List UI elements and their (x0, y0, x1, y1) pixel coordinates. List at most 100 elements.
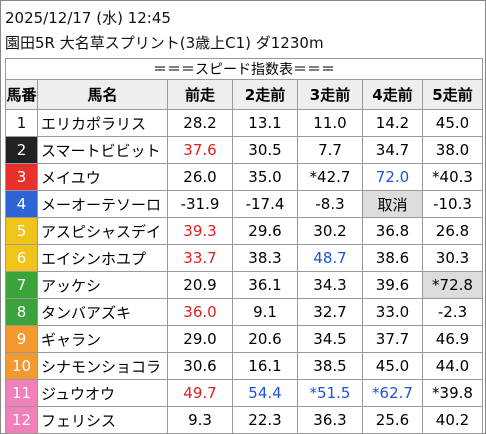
horse-number: 6 (5, 244, 38, 272)
header-row: 馬番 馬名 前走 2走前 3走前 4走前 5走前 (5, 79, 484, 110)
horse-number: 1 (5, 109, 38, 137)
horse-name: アスピシャスデイ (37, 217, 168, 245)
speed-index: 36.0 (167, 298, 233, 326)
speed-index: 37.7 (362, 325, 423, 353)
speed-index: -31.9 (167, 190, 233, 218)
speed-index: 9.1 (232, 298, 298, 326)
speed-index: *42.7 (297, 163, 363, 191)
speed-index: 16.1 (232, 352, 298, 380)
speed-index: 14.2 (362, 109, 423, 137)
horse-number: 12 (5, 406, 38, 434)
speed-index: -17.4 (232, 190, 298, 218)
speed-index: 25.6 (362, 406, 423, 434)
speed-index: 39.3 (167, 217, 233, 245)
horse-number: 7 (5, 271, 38, 299)
horse-number: 9 (5, 325, 38, 353)
horse-row: 6 エイシンホユプ 33.7 38.3 48.7 38.6 30.3 (5, 244, 484, 272)
speed-index: 33.0 (362, 298, 423, 326)
speed-index: 34.5 (297, 325, 363, 353)
column-header: 馬名 (37, 79, 168, 110)
speed-index: 54.4 (232, 379, 298, 407)
speed-index: 37.6 (167, 136, 233, 164)
horse-row: 10 シナモンショコラ 30.6 16.1 38.5 45.0 44.0 (5, 352, 484, 380)
speed-index: 48.7 (297, 244, 363, 272)
speed-index: 34.7 (362, 136, 423, 164)
speed-index: 30.3 (421, 244, 484, 272)
speed-index: 11.0 (297, 109, 363, 137)
race-info: 園田5R 大名草スプリント(3歳上C1) ダ1230m (5, 34, 324, 52)
horse-row: 5 アスピシャスデイ 39.3 29.6 30.2 36.8 26.8 (5, 217, 484, 245)
horse-row: 1 エリカポラリス 28.2 13.1 11.0 14.2 45.0 (5, 109, 484, 137)
speed-index: 20.6 (232, 325, 298, 353)
speed-index: -10.3 (421, 190, 484, 218)
speed-index: -8.3 (297, 190, 363, 218)
column-header: 前走 (167, 79, 233, 110)
datetime: 2025/12/17 (水) 12:45 (5, 9, 171, 27)
horse-row: 3 メイユウ 26.0 35.0 *42.7 72.0 *40.3 (5, 163, 484, 191)
speed-index: 33.7 (167, 244, 233, 272)
speed-index: 取消 (362, 190, 423, 218)
horse-name: メイユウ (37, 163, 168, 191)
horse-name: メーオーテソーロ (37, 190, 168, 218)
speed-index: 38.5 (297, 352, 363, 380)
speed-table: ＝＝＝スピード指数表＝＝＝ 馬番 馬名 前走 2走前 3走前 4走前 5走前 1 エリカポラリス… (4, 58, 484, 434)
speed-index: 7.7 (297, 136, 363, 164)
speed-index: 28.2 (167, 109, 233, 137)
speed-index: 20.9 (167, 271, 233, 299)
horse-name: アッケシ (37, 271, 168, 299)
horse-name: シナモンショコラ (37, 352, 168, 380)
horse-name: フェリシス (37, 406, 168, 434)
speed-index: 30.2 (297, 217, 363, 245)
speed-index: 72.0 (362, 163, 423, 191)
speed-index: *51.5 (297, 379, 363, 407)
horse-number: 3 (5, 163, 38, 191)
speed-index: 39.6 (362, 271, 423, 299)
title-row: ＝＝＝スピード指数表＝＝＝ (4, 58, 484, 80)
horse-row: 7 アッケシ 20.9 36.1 34.3 39.6 *72.8 (5, 271, 484, 299)
horse-row: 11 ジュウオウ 49.7 54.4 *51.5 *62.7 *39.8 (5, 379, 484, 407)
horse-row: 2 スマートビビット 37.6 30.5 7.7 34.7 38.0 (5, 136, 484, 164)
speed-index: -2.3 (421, 298, 484, 326)
speed-index: 9.3 (167, 406, 233, 434)
speed-index: 44.0 (421, 352, 484, 380)
speed-index: 36.3 (297, 406, 363, 434)
column-header: 5走前 (421, 79, 484, 110)
speed-index: 46.9 (421, 325, 484, 353)
horse-row: 4 メーオーテソーロ -31.9 -17.4 -8.3 取消 -10.3 (5, 190, 484, 218)
horse-number: 10 (5, 352, 38, 380)
speed-index: 45.0 (362, 352, 423, 380)
horse-number: 5 (5, 217, 38, 245)
speed-index: 38.6 (362, 244, 423, 272)
speed-index: 30.5 (232, 136, 298, 164)
speed-index: 38.0 (421, 136, 484, 164)
column-header: 3走前 (297, 79, 363, 110)
column-header: 4走前 (362, 79, 423, 110)
horse-name: ジュウオウ (37, 379, 168, 407)
horse-number: 8 (5, 298, 38, 326)
column-header: 2走前 (232, 79, 298, 110)
speed-index: 38.3 (232, 244, 298, 272)
horse-name: スマートビビット (37, 136, 168, 164)
speed-index: 26.8 (421, 217, 484, 245)
speed-index: *72.8 (421, 271, 484, 299)
speed-index: 29.6 (232, 217, 298, 245)
horse-name: エイシンホユプ (37, 244, 168, 272)
horse-row: 8 タンバアズキ 36.0 9.1 32.7 33.0 -2.3 (5, 298, 484, 326)
speed-index: *40.3 (421, 163, 484, 191)
speed-index: 36.8 (362, 217, 423, 245)
horse-row: 12 フェリシス 9.3 22.3 36.3 25.6 40.2 (5, 406, 484, 434)
speed-index: 30.6 (167, 352, 233, 380)
horse-name: ギャラン (37, 325, 168, 353)
speed-index: *62.7 (362, 379, 423, 407)
horse-number: 11 (5, 379, 38, 407)
speed-index: 26.0 (167, 163, 233, 191)
speed-index: 49.7 (167, 379, 233, 407)
speed-index: 34.3 (297, 271, 363, 299)
speed-index: *39.8 (421, 379, 484, 407)
horse-number: 2 (5, 136, 38, 164)
speed-index: 45.0 (421, 109, 484, 137)
speed-index: 22.3 (232, 406, 298, 434)
speed-index: 29.0 (167, 325, 233, 353)
speed-index: 35.0 (232, 163, 298, 191)
table-title: ＝＝＝スピード指数表＝＝＝ (4, 58, 484, 80)
